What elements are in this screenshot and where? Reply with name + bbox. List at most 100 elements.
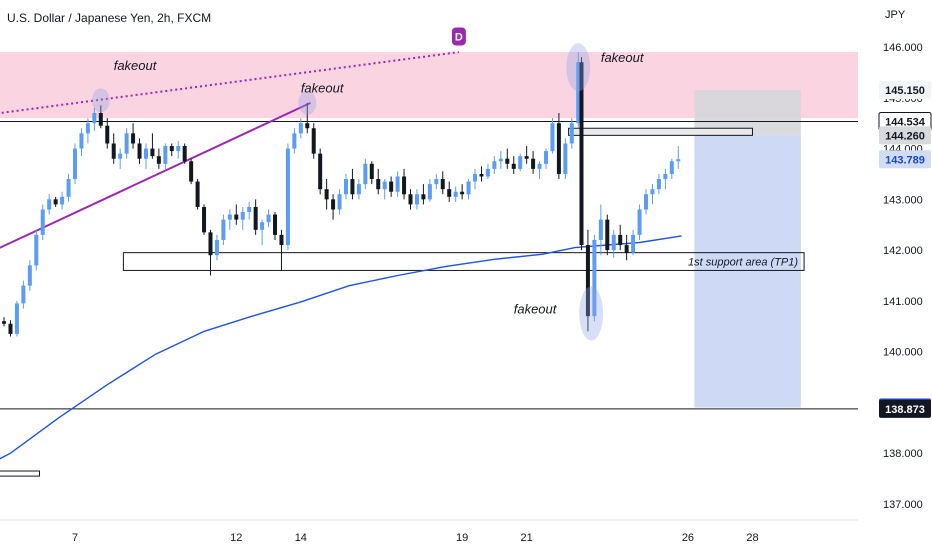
price-label-bg-2	[879, 126, 931, 145]
x-tick-6: 28	[746, 532, 758, 544]
entry-box	[568, 127, 753, 136]
candle-body-30	[169, 146, 174, 152]
candle-body-53	[318, 153, 323, 190]
fakeout-marker-3	[579, 286, 604, 341]
candle-body-74	[453, 191, 458, 197]
candle-body-90	[556, 123, 561, 174]
candle-body-25	[137, 143, 142, 159]
candle-body-91	[563, 143, 568, 174]
candle-body-44	[260, 222, 265, 230]
price-label-1: 144.534	[885, 116, 926, 128]
marker-d-badge	[451, 27, 466, 46]
price-label-bg-5	[879, 399, 931, 418]
chart-title: U.S. Dollar / Japanese Yen, 2h, FXCM	[7, 11, 211, 25]
candle-body-70	[427, 184, 432, 200]
fakeout-marker-0	[91, 88, 110, 113]
x-tick-1: 12	[230, 532, 242, 544]
candle-body-12	[53, 199, 58, 205]
y-tick-1: 138.000	[883, 448, 923, 460]
support-zone-label: 1st support area (TP1)	[688, 257, 798, 269]
price-labels-layer: 145.150144.534144.260143.789138.900138.8…	[878, 81, 932, 418]
candle-body-107	[663, 173, 668, 180]
candle-body-22	[118, 153, 123, 159]
price-label-0: 145.150	[885, 85, 925, 97]
y-tick-5: 142.000	[883, 245, 923, 257]
candle-body-104	[644, 194, 649, 210]
candle-body-89	[550, 123, 555, 152]
candle-body-86	[531, 158, 536, 169]
candle-body-8	[27, 265, 32, 286]
candle-body-108	[669, 161, 674, 174]
candle-body-34	[195, 181, 200, 207]
price-label-bg-0	[879, 81, 931, 100]
candle-body-78	[479, 173, 484, 177]
candle-body-7	[21, 285, 26, 304]
candle-body-73	[447, 189, 452, 197]
candle-body-23	[124, 133, 129, 154]
candle-body-11	[47, 199, 52, 210]
annotations-layer: fakeout fakeout fakeout fakeout D	[91, 27, 645, 341]
candle-body-49	[292, 133, 297, 149]
candle-body-63	[382, 181, 387, 190]
annotation-fakeout-0: fakeout	[114, 58, 158, 73]
candle-body-6	[14, 303, 19, 334]
moving-average-line	[0, 235, 682, 460]
candle-body-39	[227, 214, 232, 220]
lines-layer	[0, 51, 682, 460]
candle-body-92	[569, 123, 574, 144]
candle-body-94	[579, 62, 584, 246]
candle-body-4	[2, 321, 7, 324]
candle-body-37	[214, 239, 219, 256]
candle-body-62	[376, 179, 381, 190]
lower-box	[0, 470, 41, 477]
candle-body-75	[460, 191, 465, 195]
candle-body-97	[598, 219, 603, 240]
x-tick-5: 26	[682, 532, 694, 544]
candle-body-13	[60, 196, 65, 205]
candle-body-46	[273, 214, 278, 235]
candle-body-41	[240, 212, 245, 220]
candle-body-52	[311, 128, 316, 154]
candle-body-109	[676, 159, 681, 162]
candle-body-67	[408, 194, 413, 205]
candle-body-51	[305, 123, 310, 129]
candle-body-17	[85, 123, 90, 134]
candle-body-5	[8, 323, 13, 334]
candle-body-106	[656, 179, 661, 190]
y-tick-4: 141.000	[883, 296, 923, 308]
candle-body-36	[208, 232, 213, 256]
candle-body-57	[343, 179, 348, 195]
candle-body-72	[440, 179, 445, 190]
candle-body-83	[511, 163, 516, 169]
candle-body-80	[492, 161, 497, 169]
candle-body-68	[414, 194, 419, 205]
candle-body-79	[485, 168, 490, 177]
x-tick-2: 14	[295, 532, 307, 544]
candle-body-26	[143, 148, 148, 159]
candle-body-105	[650, 189, 655, 195]
candle-body-54	[324, 189, 329, 200]
candle-body-58	[350, 179, 355, 195]
candle-body-77	[473, 173, 478, 182]
candle-body-55	[331, 199, 336, 210]
candle-body-99	[611, 234, 616, 251]
candle-body-65	[395, 176, 400, 192]
candle-body-87	[537, 163, 542, 169]
price-label-5: 138.873	[885, 404, 925, 416]
candle-body-48	[285, 148, 290, 246]
axis-layer: 137.000138.000139.000140.000141.000142.0…	[0, 42, 923, 544]
candle-body-102	[631, 234, 636, 253]
y-tick-0: 137.000	[883, 499, 923, 511]
price-label-2: 144.260	[885, 130, 925, 142]
candle-body-85	[524, 156, 529, 159]
x-tick-0: 7	[72, 532, 78, 544]
candle-body-33	[189, 161, 194, 182]
candle-body-31	[176, 146, 181, 152]
currency-label: JPY	[885, 9, 906, 21]
candle-body-21	[111, 143, 116, 159]
candle-body-84	[518, 156, 523, 169]
candle-body-19	[98, 113, 103, 126]
candle-body-66	[402, 176, 407, 195]
candle-body-56	[337, 194, 342, 210]
